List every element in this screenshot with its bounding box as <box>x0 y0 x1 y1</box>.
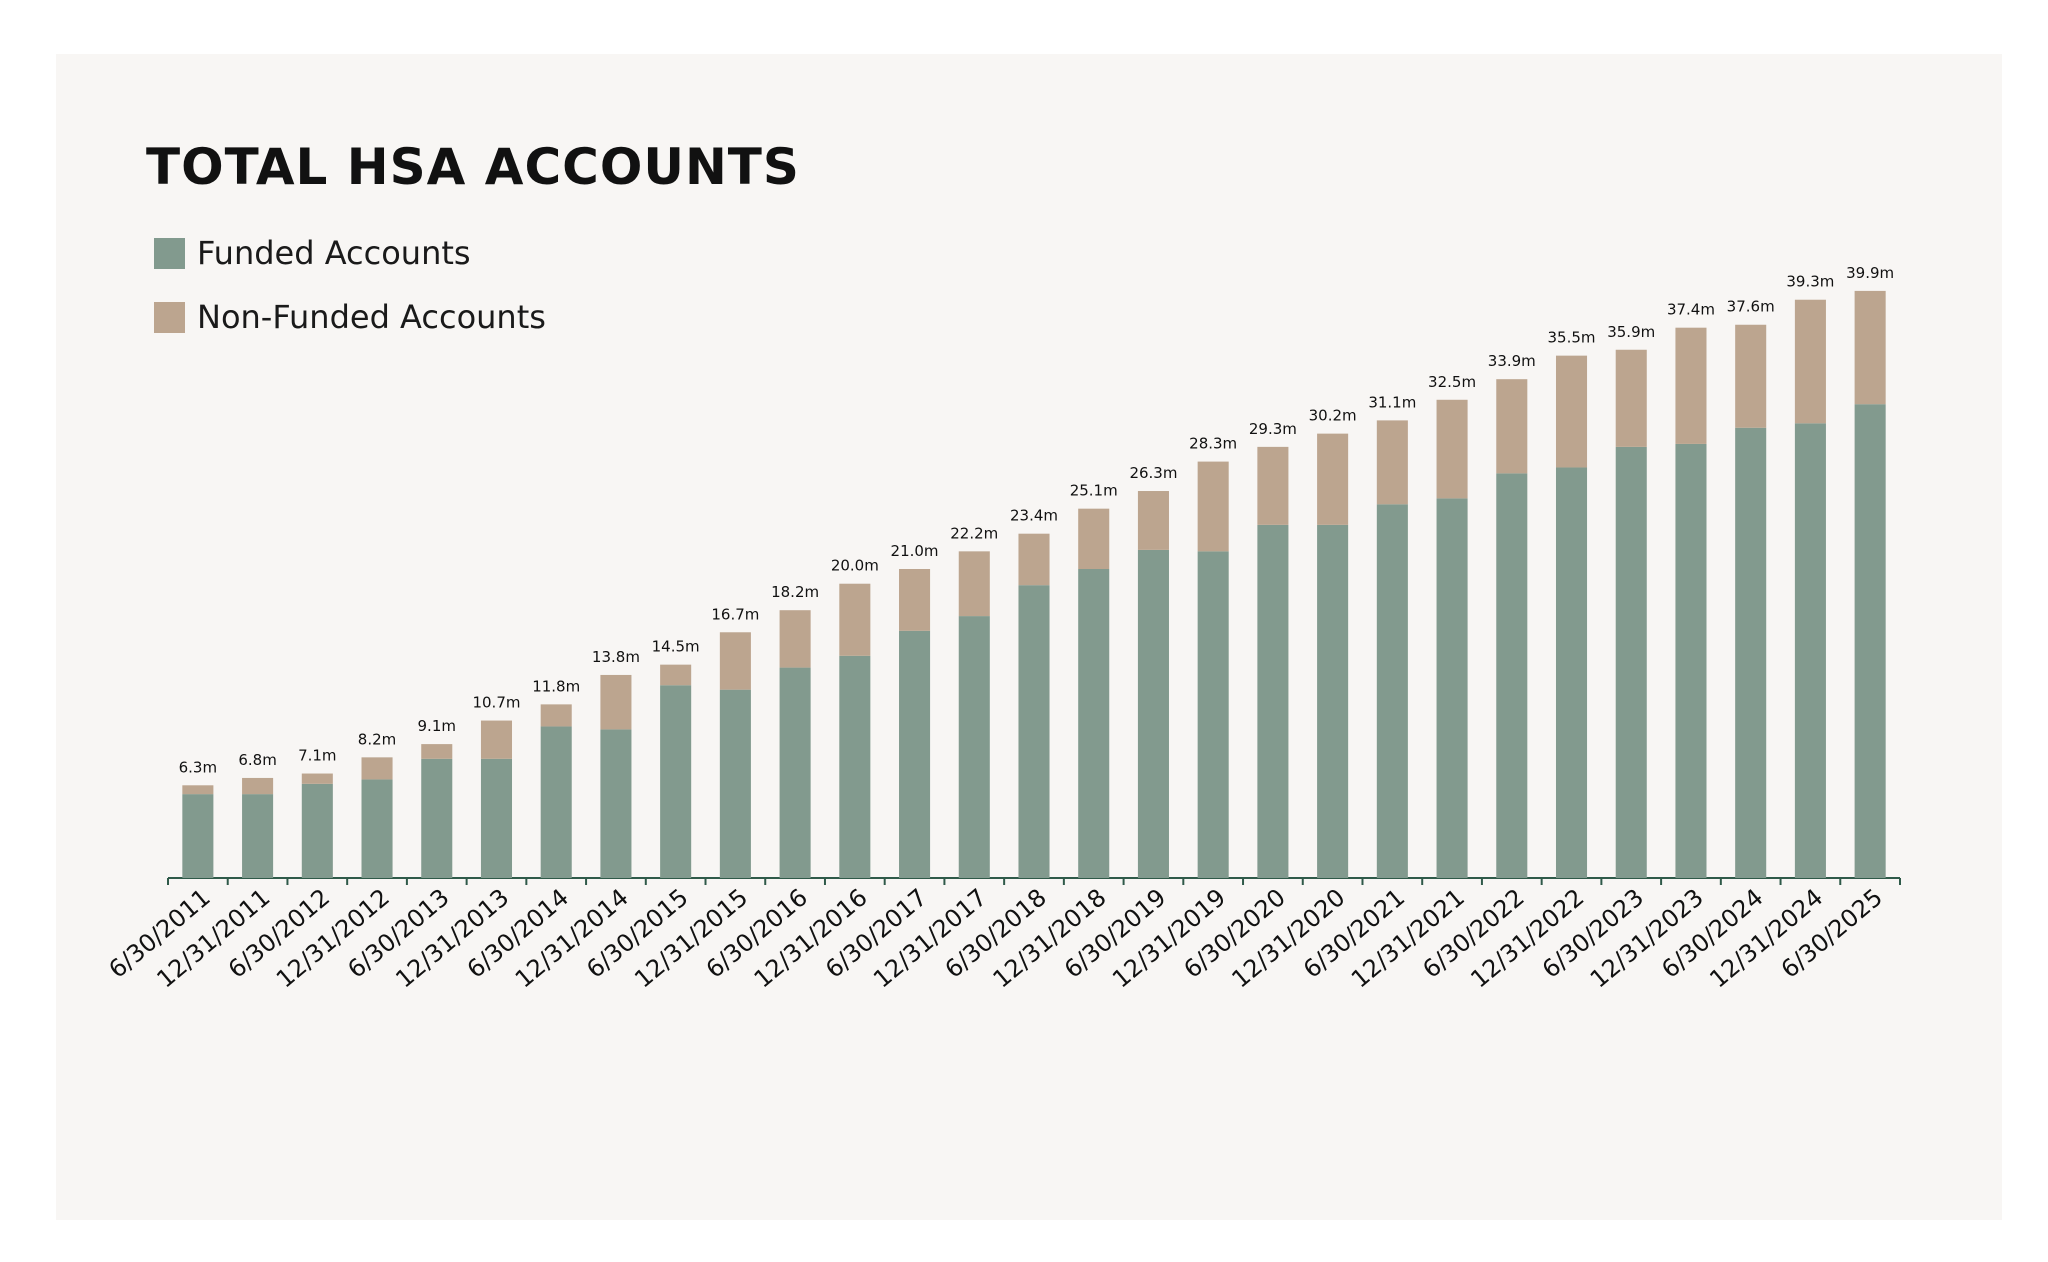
bar-funded <box>182 794 214 878</box>
bar-funded <box>1794 423 1826 878</box>
bar-non-funded <box>1675 327 1707 444</box>
bar-funded <box>660 685 692 878</box>
bar-non-funded <box>899 569 931 631</box>
bar-non-funded <box>1197 461 1229 552</box>
bar-non-funded <box>421 744 453 759</box>
bar-funded <box>1735 427 1767 878</box>
bar-total-label: 16.7m <box>711 605 759 623</box>
bar-total-label: 37.6m <box>1727 298 1775 316</box>
bar-non-funded <box>182 785 214 795</box>
bar-non-funded <box>242 777 274 795</box>
bar-total-label: 35.9m <box>1607 323 1655 341</box>
bar-non-funded <box>839 583 871 656</box>
bar-funded <box>301 783 333 878</box>
bar-non-funded <box>1615 349 1647 447</box>
bar-total-label: 33.9m <box>1488 352 1536 370</box>
bar-non-funded <box>480 720 513 759</box>
legend-item-non-funded: Non-Funded Accounts <box>154 298 546 336</box>
legend-label-non-funded: Non-Funded Accounts <box>197 298 546 336</box>
bar-funded <box>361 779 393 878</box>
bar-total-label: 39.9m <box>1846 264 1894 282</box>
bar-total-label: 14.5m <box>652 638 700 656</box>
bar-total-label: 6.3m <box>179 758 217 776</box>
bar-non-funded <box>361 757 393 780</box>
bar-funded <box>839 655 871 878</box>
bar-funded <box>1257 524 1289 878</box>
bar-total-label: 28.3m <box>1189 435 1237 453</box>
bar-total-label: 39.3m <box>1786 273 1834 291</box>
bar-total-label: 8.2m <box>358 730 396 748</box>
bar-non-funded <box>1317 433 1349 525</box>
bar-total-label: 18.2m <box>771 583 819 601</box>
bar-non-funded <box>1794 299 1826 424</box>
legend: Funded Accounts Non-Funded Accounts <box>154 234 546 364</box>
bar-funded <box>600 729 632 878</box>
bar-total-label: 23.4m <box>1010 507 1058 525</box>
bar-funded <box>421 758 453 878</box>
bar-non-funded <box>1735 324 1767 428</box>
bar-total-label: 7.1m <box>298 747 336 765</box>
bar-funded <box>1675 443 1707 878</box>
bar-funded <box>1137 549 1169 878</box>
bar-non-funded <box>1078 508 1110 569</box>
bar-non-funded <box>1854 290 1886 405</box>
bar-funded <box>1555 467 1588 878</box>
bar-funded <box>540 726 572 878</box>
bar-non-funded <box>660 664 692 686</box>
bar-non-funded <box>540 704 572 727</box>
bar-total-label: 25.1m <box>1070 482 1118 500</box>
bar-funded <box>1436 498 1468 878</box>
bar-non-funded <box>1018 533 1050 586</box>
legend-swatch-non-funded <box>154 301 185 333</box>
bar-funded <box>719 689 751 878</box>
bar-funded <box>480 758 513 878</box>
bar-total-label: 10.7m <box>472 694 520 712</box>
bar-non-funded <box>958 551 990 617</box>
bar-non-funded <box>779 610 811 668</box>
bar-total-label: 37.4m <box>1667 301 1715 319</box>
bar-funded <box>1376 504 1408 878</box>
bar-non-funded <box>1257 446 1289 525</box>
bar-total-label: 31.1m <box>1368 393 1416 411</box>
bar-total-label: 22.2m <box>950 524 998 542</box>
bar-funded <box>1018 585 1050 878</box>
bar-funded <box>779 667 811 878</box>
bar-funded <box>1615 446 1647 878</box>
bar-total-label: 35.5m <box>1548 329 1596 347</box>
bar-non-funded <box>719 632 751 690</box>
bar-total-label: 6.8m <box>238 751 276 769</box>
bar-non-funded <box>1496 379 1528 474</box>
bar-funded <box>958 616 990 878</box>
bar-non-funded <box>1137 491 1169 550</box>
legend-swatch-funded <box>154 237 185 269</box>
bar-total-label: 29.3m <box>1249 420 1297 438</box>
legend-label-funded: Funded Accounts <box>197 234 471 272</box>
bar-non-funded <box>1376 420 1408 505</box>
bar-funded <box>242 794 274 878</box>
bar-total-label: 9.1m <box>418 717 456 735</box>
bar-funded <box>1078 569 1110 878</box>
bar-non-funded <box>301 773 333 784</box>
bar-non-funded <box>1555 355 1588 468</box>
bar-funded <box>899 630 931 878</box>
bar-funded <box>1197 551 1229 878</box>
bar-non-funded <box>600 674 632 730</box>
bar-funded <box>1496 473 1528 878</box>
bar-total-label: 11.8m <box>532 677 580 695</box>
bar-total-label: 32.5m <box>1428 373 1476 391</box>
bar-total-label: 26.3m <box>1129 464 1177 482</box>
bar-total-label: 21.0m <box>891 542 939 560</box>
bar-funded <box>1317 524 1349 878</box>
bar-total-label: 13.8m <box>592 648 640 666</box>
bar-total-label: 20.0m <box>831 557 879 575</box>
bar-non-funded <box>1436 399 1468 499</box>
chart-title: TOTAL HSA ACCOUNTS <box>146 138 800 196</box>
legend-item-funded: Funded Accounts <box>154 234 546 272</box>
bar-funded <box>1854 404 1886 878</box>
bar-total-label: 30.2m <box>1309 407 1357 425</box>
